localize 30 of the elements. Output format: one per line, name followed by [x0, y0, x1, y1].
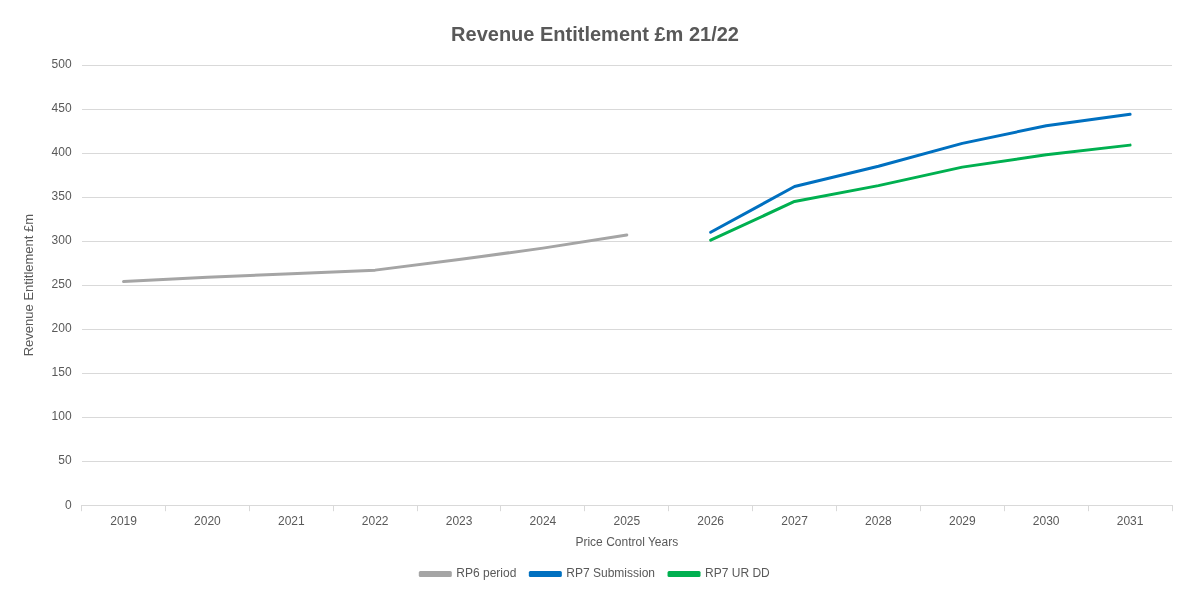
x-tick-label: 2019 — [110, 513, 138, 528]
x-tick-label: 2020 — [194, 513, 222, 528]
x-tick-label: 2028 — [865, 513, 893, 528]
y-tick-label: 0 — [64, 497, 72, 512]
x-tick-label: 2030 — [1032, 513, 1060, 528]
x-tick-label: 2025 — [613, 513, 641, 528]
y-tick-label: 150 — [51, 365, 72, 380]
legend-label: RP7 Submission — [566, 566, 656, 581]
x-tick-label: 2022 — [361, 513, 389, 528]
x-tick-label: 2029 — [948, 513, 976, 528]
y-tick-label: 50 — [58, 453, 72, 468]
y-tick-label: 250 — [51, 277, 72, 292]
x-tick-label: 2023 — [445, 513, 473, 528]
y-tick-label: 500 — [51, 57, 72, 72]
legend-label: RP6 period — [456, 566, 517, 581]
x-tick-label: 2027 — [781, 513, 809, 528]
x-tick-label: 2031 — [1116, 513, 1144, 528]
legend-label: RP7 UR DD — [705, 566, 771, 581]
x-axis-title: Price Control Years — [575, 535, 679, 550]
y-axis-title: Revenue Entitlement £m — [21, 213, 37, 357]
y-tick-label: 100 — [51, 409, 72, 424]
chart-title: Revenue Entitlement £m 21/22 — [451, 22, 739, 45]
y-tick-label: 300 — [51, 233, 72, 248]
x-tick-label: 2024 — [529, 513, 557, 528]
y-tick-label: 200 — [51, 321, 72, 336]
x-tick-label: 2026 — [697, 513, 725, 528]
y-tick-label: 400 — [51, 145, 72, 160]
x-tick-label: 2021 — [277, 513, 305, 528]
y-tick-label: 350 — [51, 189, 72, 204]
y-tick-label: 450 — [51, 101, 72, 116]
